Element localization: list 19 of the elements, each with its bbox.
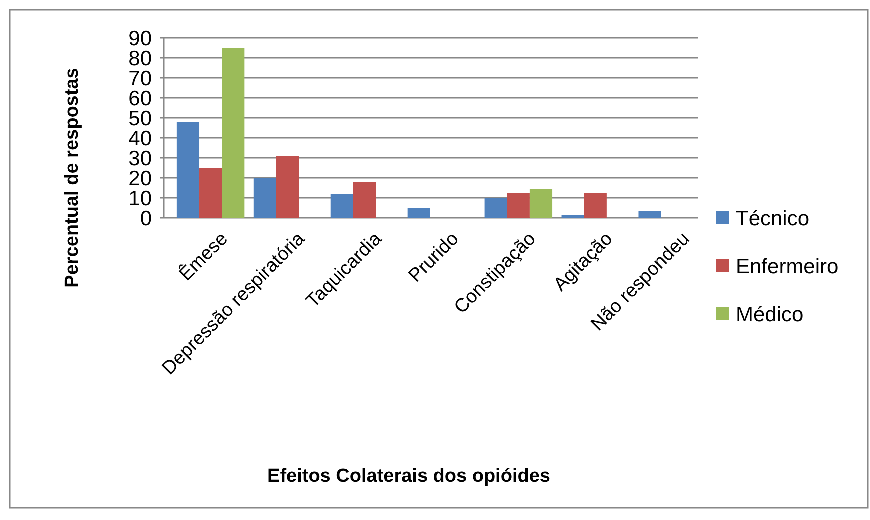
x-axis-title: Efeitos Colaterais dos opióides [268,466,550,487]
bar [254,178,276,218]
bar [530,189,553,218]
legend-label: Técnico [736,207,810,230]
bar [276,156,300,218]
bar [330,194,354,218]
bar [484,198,508,218]
legend-label: Enfermeiro [736,255,839,278]
bar [200,168,222,218]
bar [353,182,376,218]
legend-label: Médico [736,303,804,326]
bar [222,48,245,218]
bar [176,122,200,218]
bar [507,193,530,218]
bar [584,193,607,218]
y-axis-title: Percentual de respostas [62,68,83,288]
bar [562,215,584,218]
bar [638,211,662,218]
bar [408,208,430,218]
